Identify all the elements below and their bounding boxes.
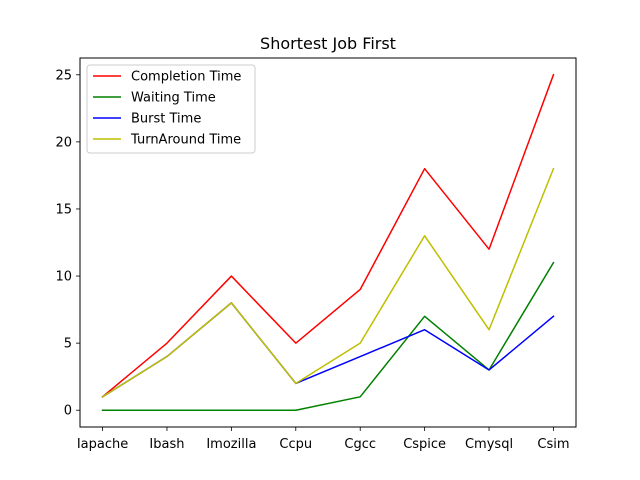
x-tick-label: Cmysql bbox=[465, 437, 513, 452]
y-tick-label: 0 bbox=[64, 404, 72, 419]
x-tick-label: Cspice bbox=[403, 437, 446, 452]
x-tick-label: Csim bbox=[537, 437, 569, 452]
x-axis: Iapache Ibash Imozilla Ccpu Cgcc Cspice Cmysql… bbox=[77, 427, 570, 452]
chart-title: Shortest Job First bbox=[260, 34, 396, 53]
series-line-completion-time bbox=[101, 73, 555, 398]
y-tick-label: 10 bbox=[55, 270, 72, 285]
plot-lines bbox=[101, 73, 555, 411]
y-tick-label: 20 bbox=[55, 135, 72, 150]
legend-box bbox=[86, 64, 256, 154]
legend: Completion Time Waiting Time Burst Time Tur… bbox=[86, 64, 256, 154]
legend-label: Completion Time bbox=[131, 70, 241, 85]
y-tick-label: 5 bbox=[64, 337, 72, 352]
x-tick-label: Cgcc bbox=[344, 437, 376, 452]
series-line-turnaround-time bbox=[101, 167, 555, 398]
y-tick-label: 15 bbox=[55, 202, 72, 217]
y-tick-label: 25 bbox=[55, 68, 72, 83]
legend-label: Waiting Time bbox=[131, 91, 216, 106]
x-tick-label: Ccpu bbox=[279, 437, 312, 452]
x-tick-label: Imozilla bbox=[206, 437, 256, 452]
y-axis: 0 5 10 15 20 25 bbox=[55, 68, 80, 419]
x-tick-label: Ibash bbox=[149, 437, 184, 452]
series-line-waiting-time bbox=[101, 261, 555, 411]
legend-label: TurnAround Time bbox=[130, 133, 241, 148]
legend-label: Burst Time bbox=[131, 112, 201, 127]
x-tick-label: Iapache bbox=[77, 437, 128, 452]
plot-area-frame bbox=[79, 57, 577, 428]
